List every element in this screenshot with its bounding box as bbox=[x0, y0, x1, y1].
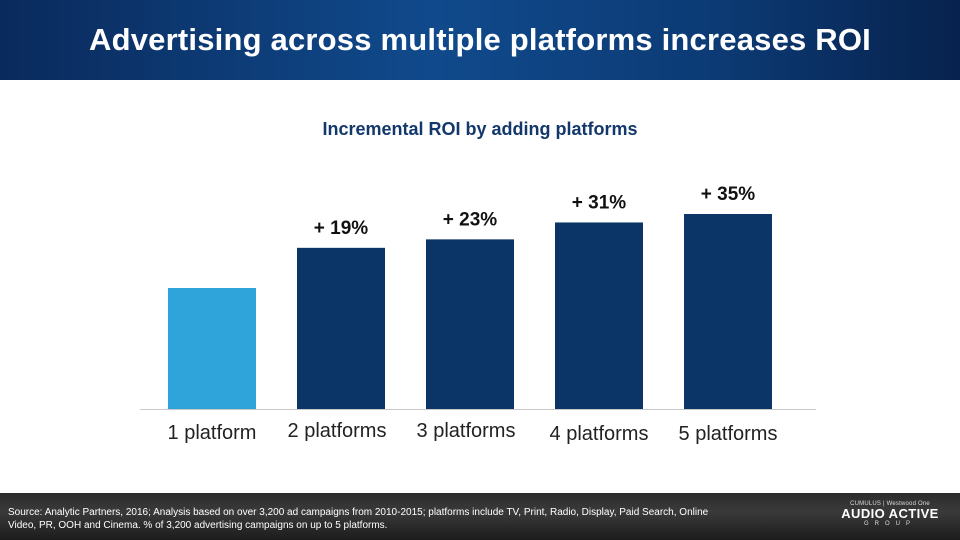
logo-main-text: AUDIO ACTIVE bbox=[841, 506, 939, 521]
data-label-4: + 31% bbox=[572, 192, 627, 213]
bar-5 bbox=[684, 214, 772, 409]
logo-sub-text: GROUP bbox=[863, 521, 916, 527]
footer-bar: Source: Analytic Partners, 2016; Analysi… bbox=[0, 493, 960, 540]
bar-2 bbox=[297, 247, 385, 409]
bar-4 bbox=[555, 222, 643, 409]
header-banner: Advertising across multiple platforms in… bbox=[0, 0, 960, 80]
category-label-2: 2 platforms bbox=[288, 420, 387, 442]
data-label-3: + 23% bbox=[443, 209, 498, 230]
data-label-2: + 19% bbox=[314, 218, 369, 239]
chart-title: Incremental ROI by adding platforms bbox=[322, 119, 638, 139]
data-label-5: + 35% bbox=[701, 184, 756, 205]
source-note: Source: Analytic Partners, 2016; Analysi… bbox=[8, 507, 709, 531]
category-label-4: 4 platforms bbox=[550, 423, 649, 445]
category-label-3: 3 platforms bbox=[417, 420, 516, 442]
category-label-5: 5 platforms bbox=[679, 423, 778, 445]
bar-3 bbox=[426, 239, 514, 409]
audio-active-group-logo: CUMULUS | Westwood One AUDIO ACTIVE GROU… bbox=[834, 501, 946, 527]
logo-top-text: CUMULUS | Westwood One bbox=[850, 501, 930, 507]
page-title: Advertising across multiple platforms in… bbox=[88, 22, 871, 57]
bar-1 bbox=[168, 288, 256, 409]
category-label-1: 1 platform bbox=[168, 422, 257, 444]
